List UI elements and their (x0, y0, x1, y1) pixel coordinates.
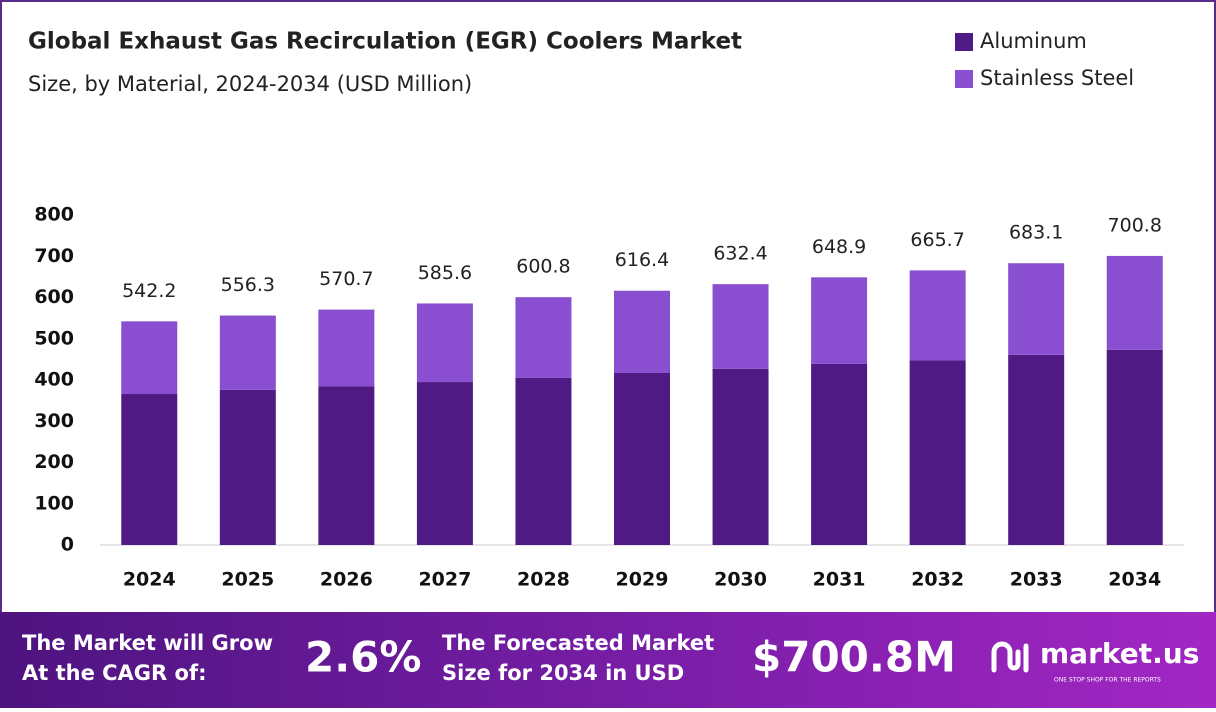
chart-subtitle: Size, by Material, 2024-2034 (USD Millio… (28, 72, 472, 96)
y-tick-label: 800 (34, 204, 74, 226)
x-tick-label: 2029 (616, 569, 669, 591)
bar-segment (219, 315, 276, 390)
bar-segment (712, 284, 769, 369)
total-label: 585.6 (418, 262, 472, 284)
bar-segment (811, 277, 868, 364)
y-tick-label: 400 (34, 369, 74, 391)
bar-segment (811, 363, 868, 545)
x-tick-label: 2028 (517, 569, 570, 591)
forecast-value: $700.8M (752, 633, 956, 682)
x-tick-label: 2034 (1108, 569, 1161, 591)
y-tick-label: 300 (34, 410, 74, 432)
x-tick-label: 2033 (1010, 569, 1063, 591)
chart-title: Global Exhaust Gas Recirculation (EGR) C… (28, 29, 742, 55)
footer-banner (0, 612, 1216, 708)
bar-segment (318, 386, 375, 545)
total-label: 632.4 (713, 243, 767, 265)
forecast-label: Size for 2034 in USD (442, 661, 684, 685)
bar-segment (121, 394, 178, 545)
cagr-label: At the CAGR of: (22, 661, 207, 685)
total-label: 616.4 (615, 249, 669, 271)
total-label: 665.7 (910, 229, 964, 251)
bar-segment (1008, 263, 1065, 355)
legend-swatch (955, 70, 973, 88)
bar-segment (1106, 349, 1163, 545)
forecast-label: The Forecasted Market (442, 631, 714, 655)
y-tick-label: 100 (34, 492, 74, 514)
x-tick-label: 2031 (813, 569, 866, 591)
brand-name: market.us (1040, 637, 1199, 670)
x-tick-label: 2032 (911, 569, 964, 591)
bar-segment (416, 382, 473, 545)
bar-segment (614, 290, 670, 373)
bar-segment (515, 297, 572, 378)
bar-segment (909, 360, 966, 545)
cagr-label: The Market will Grow (22, 631, 273, 655)
bar-segment (712, 368, 769, 545)
y-tick-label: 0 (61, 534, 74, 556)
x-tick-label: 2026 (320, 569, 373, 591)
bar-segment (416, 303, 473, 383)
legend-label: Aluminum (980, 29, 1087, 53)
y-tick-label: 500 (34, 327, 74, 349)
bar-segment (1106, 255, 1163, 350)
legend-label: Stainless Steel (980, 66, 1134, 90)
bar-segment (318, 309, 375, 387)
x-tick-label: 2025 (221, 569, 274, 591)
bar-segment (515, 377, 572, 545)
brand-tagline: ONE STOP SHOP FOR THE REPORTS (1054, 677, 1161, 684)
bar-segment (909, 270, 966, 361)
total-label: 700.8 (1108, 214, 1162, 236)
cagr-value: 2.6% (305, 633, 421, 682)
x-tick-label: 2027 (418, 569, 471, 591)
bar-segment (1008, 354, 1065, 545)
bar-segment (219, 389, 276, 545)
total-label: 570.7 (319, 268, 373, 290)
y-tick-label: 200 (34, 451, 74, 473)
total-label: 600.8 (516, 256, 570, 278)
legend-swatch (955, 33, 973, 51)
total-label: 542.2 (122, 280, 176, 302)
total-label: 683.1 (1009, 222, 1063, 244)
x-tick-label: 2030 (714, 569, 767, 591)
bar-segment (614, 372, 670, 545)
total-label: 556.3 (221, 274, 275, 296)
y-tick-label: 700 (34, 245, 74, 267)
brand-logo (991, 641, 1029, 673)
total-label: 648.9 (812, 236, 866, 258)
x-tick-label: 2024 (123, 569, 176, 591)
bar-segment (121, 321, 178, 395)
y-tick-label: 600 (34, 286, 74, 308)
